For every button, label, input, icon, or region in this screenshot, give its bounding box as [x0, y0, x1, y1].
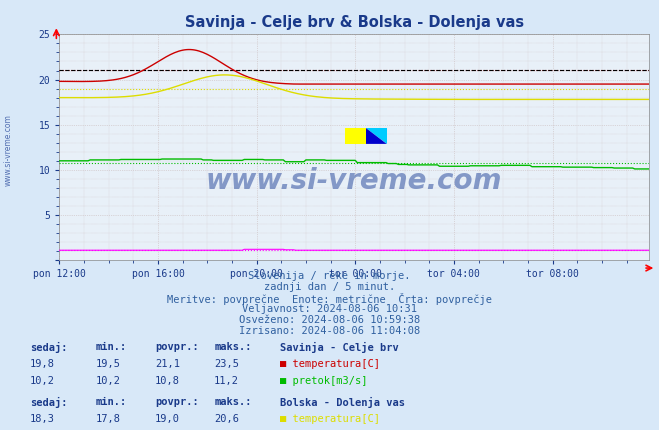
- Text: sedaj:: sedaj:: [30, 342, 67, 353]
- Text: ■ temperatura[C]: ■ temperatura[C]: [280, 414, 380, 424]
- Text: sedaj:: sedaj:: [30, 397, 67, 408]
- Text: 10,2: 10,2: [96, 376, 121, 386]
- Text: 10,2: 10,2: [30, 376, 55, 386]
- Text: Meritve: povprečne  Enote: metrične  Črta: povprečje: Meritve: povprečne Enote: metrične Črta:…: [167, 293, 492, 305]
- Polygon shape: [366, 128, 387, 144]
- Text: ■ pretok[m3/s]: ■ pretok[m3/s]: [280, 376, 368, 386]
- Text: zadnji dan / 5 minut.: zadnji dan / 5 minut.: [264, 282, 395, 292]
- Text: 19,8: 19,8: [30, 359, 55, 369]
- Text: Bolska - Dolenja vas: Bolska - Dolenja vas: [280, 397, 405, 408]
- Text: 19,5: 19,5: [96, 359, 121, 369]
- Text: Veljavnost: 2024-08-06 10:31: Veljavnost: 2024-08-06 10:31: [242, 304, 417, 314]
- Text: maks.:: maks.:: [214, 397, 252, 407]
- Text: 11,2: 11,2: [214, 376, 239, 386]
- Text: www.si-vreme.com: www.si-vreme.com: [206, 167, 502, 195]
- Text: min.:: min.:: [96, 397, 127, 407]
- Text: www.si-vreme.com: www.si-vreme.com: [3, 114, 13, 187]
- Text: min.:: min.:: [96, 342, 127, 352]
- Text: 17,8: 17,8: [96, 414, 121, 424]
- Text: 10,8: 10,8: [155, 376, 180, 386]
- Text: povpr.:: povpr.:: [155, 397, 198, 407]
- Text: Savinja - Celje brv: Savinja - Celje brv: [280, 342, 399, 353]
- Polygon shape: [366, 128, 387, 144]
- Text: povpr.:: povpr.:: [155, 342, 198, 352]
- Text: 21,1: 21,1: [155, 359, 180, 369]
- Text: maks.:: maks.:: [214, 342, 252, 352]
- Title: Savinja - Celje brv & Bolska - Dolenja vas: Savinja - Celje brv & Bolska - Dolenja v…: [185, 15, 524, 31]
- FancyBboxPatch shape: [345, 128, 366, 144]
- Text: 23,5: 23,5: [214, 359, 239, 369]
- Text: 18,3: 18,3: [30, 414, 55, 424]
- Text: Slovenija / reke in morje.: Slovenija / reke in morje.: [248, 271, 411, 281]
- Text: 19,0: 19,0: [155, 414, 180, 424]
- Text: ■ temperatura[C]: ■ temperatura[C]: [280, 359, 380, 369]
- Text: 20,6: 20,6: [214, 414, 239, 424]
- Text: Osveženo: 2024-08-06 10:59:38: Osveženo: 2024-08-06 10:59:38: [239, 315, 420, 325]
- Text: Izrisano: 2024-08-06 11:04:08: Izrisano: 2024-08-06 11:04:08: [239, 326, 420, 336]
